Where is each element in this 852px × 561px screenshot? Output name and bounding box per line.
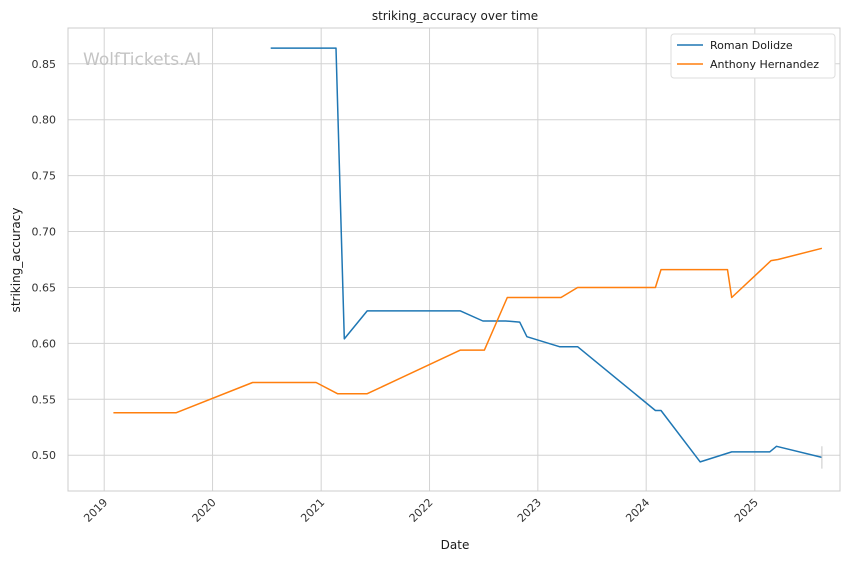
y-tick-label: 0.55	[32, 393, 57, 406]
x-axis-label: Date	[441, 538, 470, 552]
y-tick-label: 0.75	[32, 170, 57, 183]
y-tick-label: 0.65	[32, 281, 57, 294]
series-lines	[113, 47, 823, 469]
legend: Roman Dolidze Anthony Hernandez	[670, 33, 836, 79]
y-tick-label: 0.50	[32, 449, 57, 462]
watermark: WolfTickets.AI	[83, 50, 201, 70]
y-tick-label: 0.70	[32, 226, 57, 239]
grid	[68, 28, 840, 491]
y-tick-label: 0.60	[32, 337, 57, 350]
chart-title: striking_accuracy over time	[372, 9, 538, 23]
plot-frame	[67, 27, 841, 492]
legend-box	[670, 33, 836, 79]
y-tick-label: 0.80	[32, 114, 57, 127]
y-axis-label: striking_accuracy	[9, 208, 23, 313]
y-tick-label: 0.85	[32, 58, 57, 71]
series-line-0	[270, 47, 823, 463]
series-line-1	[113, 247, 823, 414]
legend-label-0: Roman Dolidze	[710, 39, 793, 52]
legend-label-1: Anthony Hernandez	[710, 58, 819, 71]
